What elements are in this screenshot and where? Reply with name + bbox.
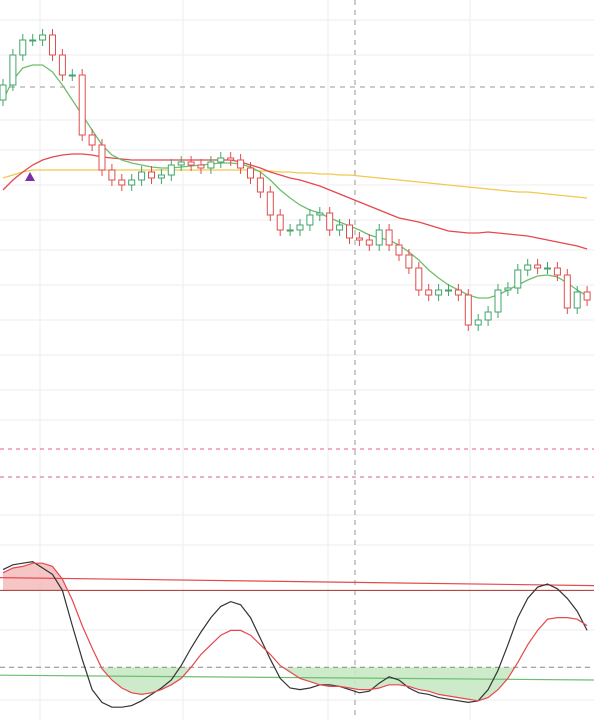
candle-body [58,54,66,76]
candle-body [98,144,106,171]
candle-body [563,274,571,309]
candle-body [544,267,551,270]
plot [0,29,594,708]
candle-body [355,237,363,241]
candle-body [425,289,433,296]
oversold-fill [3,667,588,701]
candle-body [177,161,185,166]
candle-body [573,291,581,309]
candle-body [157,174,165,179]
candle-body [336,224,344,231]
signal-marker [25,172,35,181]
trend-line [0,674,594,681]
candle-body [583,291,591,301]
candle-body [276,214,284,231]
candle-body [167,164,175,176]
candle-body [78,74,86,136]
candle-body [207,161,215,169]
oscillator-line [2,560,588,708]
candle-body [514,269,522,289]
candle-body [68,74,76,77]
candle-body [88,134,96,146]
candle-body [266,191,274,216]
candle-body [445,289,452,292]
candle-body [524,264,532,271]
candle-body [435,289,443,296]
candle-body [405,254,413,269]
candle-body [247,167,254,179]
candle-body [29,39,37,42]
candle-body [286,229,294,232]
candle-body [108,169,116,181]
candle-body [365,239,373,246]
candle-body [256,177,264,193]
candle-body [474,319,482,326]
candle-body [415,267,423,291]
moving-average [2,64,588,299]
candle-body [118,179,126,186]
candle-body [385,229,393,246]
candle-body [316,212,324,216]
candle-body [138,171,146,181]
candle-body [395,244,403,256]
trend-line [0,577,594,587]
candle-body [375,229,383,246]
candle-body [197,164,205,169]
candle-body [534,264,542,269]
candle-body [9,54,17,86]
candle-body [553,267,561,276]
candle-body [296,224,304,231]
candle-body [237,159,245,169]
candle-body [326,212,334,231]
moving-average [2,169,588,199]
candle-body [128,179,136,186]
candle-body [19,39,27,56]
candle-body [39,34,47,41]
candle-body [227,157,235,161]
candle-body [464,294,472,326]
candle-body [346,224,353,239]
candle-body [454,289,462,296]
candle-body [148,171,155,179]
candle-body [49,34,56,56]
candle-body [0,84,7,101]
oscillator-line [2,562,588,702]
candle-body [217,157,225,163]
candle-body [504,287,512,291]
candle-body [187,161,195,166]
candle-body [494,289,502,313]
candle-body [484,311,492,321]
candle-body [306,214,314,226]
